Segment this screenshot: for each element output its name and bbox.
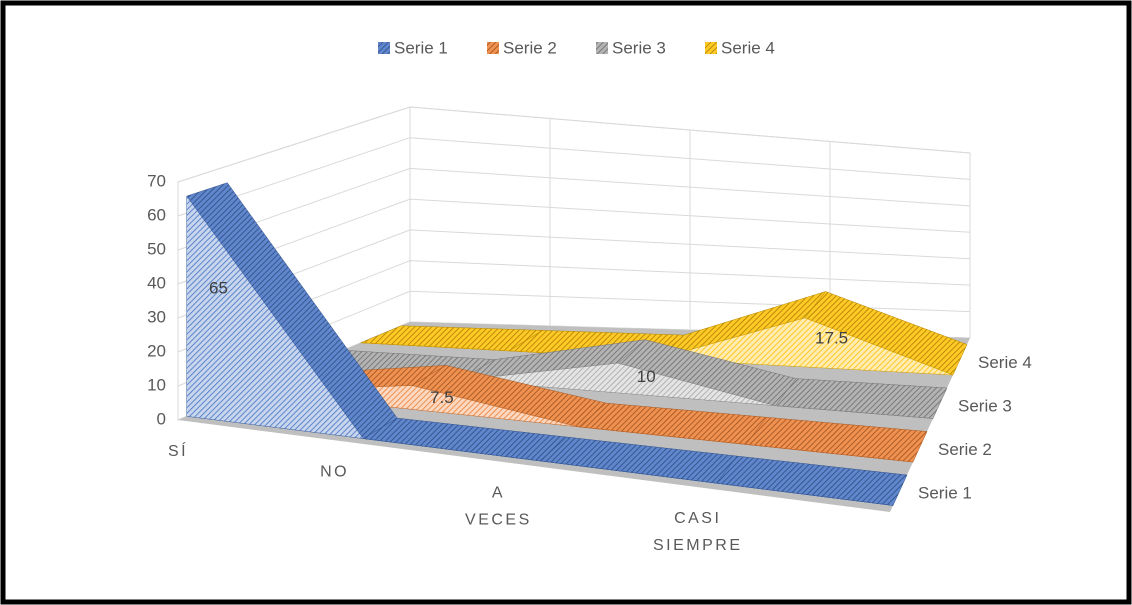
data-label: 65	[209, 279, 228, 298]
y-tick-label: 20	[147, 341, 166, 360]
area-front	[360, 317, 954, 376]
series-4: 17.5	[360, 291, 968, 376]
legend-swatch	[487, 42, 499, 54]
depth-label: Serie 1	[918, 484, 972, 503]
x-tick-label: SÍ	[168, 441, 188, 460]
y-tick-label: 10	[147, 375, 166, 394]
area-front	[244, 385, 914, 463]
x-tick-label: A VECES	[465, 485, 532, 529]
y-tick-label: 40	[147, 273, 166, 292]
legend-label: Serie 2	[503, 38, 557, 57]
grid-line	[177, 106, 971, 183]
y-tick-label: 70	[147, 171, 166, 190]
y-tick-label: 0	[157, 409, 166, 428]
x-tick-label: CASI SIEMPRE	[653, 510, 743, 554]
depth-label: Serie 3	[958, 397, 1012, 416]
area-front	[186, 195, 894, 506]
x-tick-label: NO	[320, 463, 349, 480]
depth-label: Serie 4	[978, 353, 1032, 372]
depth-label: Serie 2	[938, 440, 992, 459]
series-1: 65	[186, 182, 908, 506]
legend-swatch	[378, 42, 390, 54]
legend-label: Serie 3	[612, 38, 666, 57]
data-label: 7.5	[430, 388, 454, 407]
data-label: 10	[637, 367, 656, 386]
y-tick-label: 60	[147, 205, 166, 224]
y-tick-label: 50	[147, 239, 166, 258]
legend-label: Serie 4	[721, 38, 775, 57]
legend-swatch	[596, 42, 608, 54]
y-tick-label: 30	[147, 307, 166, 326]
data-label: 17.5	[815, 329, 848, 348]
legend-swatch	[705, 42, 717, 54]
legend-label: Serie 1	[394, 38, 448, 57]
grid-line	[177, 137, 971, 217]
